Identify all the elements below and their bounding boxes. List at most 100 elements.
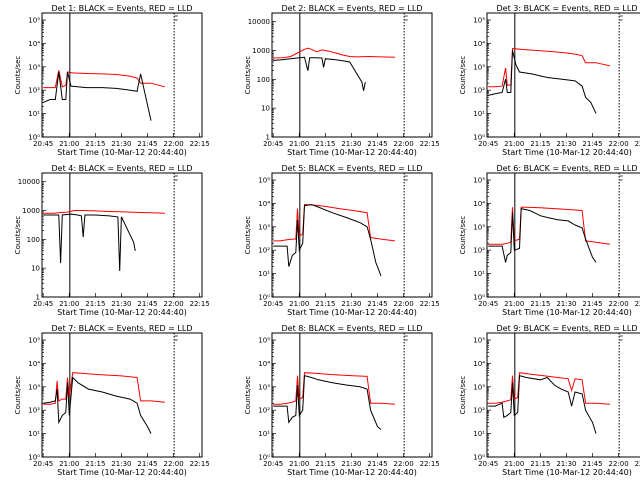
x-axis-label: Start Time (10-Mar-12 20:44:40) xyxy=(57,308,187,317)
x-tick-label: 20:45 xyxy=(33,300,53,308)
x-tick-label: 21:45 xyxy=(582,300,602,308)
x-tick-label: 21:45 xyxy=(367,140,387,148)
x-tick-label: 21:30 xyxy=(341,460,361,468)
x-tick-label: 21:45 xyxy=(137,460,157,468)
y-tick-label: 10² xyxy=(258,247,270,255)
x-tick-label: 20:45 xyxy=(478,460,498,468)
x-tick-label: 21:45 xyxy=(367,460,387,468)
y-tick-label: 10⁴ xyxy=(258,360,270,368)
y-tick-label: 10⁴ xyxy=(28,360,40,368)
x-tick-label: 21:00 xyxy=(504,300,524,308)
x-tick-label: 22:15 xyxy=(635,460,640,468)
y-tick-label: 10² xyxy=(473,247,485,255)
x-tick-label: 21:15 xyxy=(530,460,550,468)
series-lld-line xyxy=(43,210,165,214)
y-tick-label: 10¹ xyxy=(28,110,40,118)
y-axis-label: Counts/sec xyxy=(244,56,252,95)
series-lld-line xyxy=(488,372,610,405)
x-axis-label: Start Time (10-Mar-12 20:44:40) xyxy=(287,308,417,317)
y-axis-label: Counts/sec xyxy=(244,216,252,255)
y-tick-label: 10² xyxy=(28,407,40,415)
chart-title: Det 2: BLACK = Events, RED = LLD xyxy=(282,4,423,13)
y-tick-label: 10 xyxy=(31,265,40,273)
time-marker-flag xyxy=(174,15,178,21)
y-tick-label: 10⁴ xyxy=(258,200,270,208)
x-tick-label: 20:45 xyxy=(478,300,498,308)
y-tick-label: 10¹ xyxy=(28,430,40,438)
y-tick-label: 10¹ xyxy=(258,430,270,438)
x-tick-label: 22:00 xyxy=(609,300,629,308)
y-tick-label: 10³ xyxy=(258,383,270,391)
x-tick-label: 21:30 xyxy=(556,460,576,468)
x-tick-label: 21:15 xyxy=(530,140,550,148)
y-tick-label: 10¹ xyxy=(473,430,485,438)
y-tick-label: 100 xyxy=(27,236,40,244)
y-tick-label: 10⁰ xyxy=(473,454,485,462)
chart-title: Det 4: BLACK = Events, RED = LLD xyxy=(52,164,193,173)
x-tick-label: 22:15 xyxy=(635,300,640,308)
chart-title: Det 9: BLACK = Events, RED = LLD xyxy=(497,324,638,333)
x-tick-label: 22:00 xyxy=(609,460,629,468)
x-tick-label: 22:15 xyxy=(420,140,440,148)
chart-title: Det 7: BLACK = Events, RED = LLD xyxy=(52,324,193,333)
x-tick-label: 22:15 xyxy=(420,460,440,468)
y-tick-label: 10² xyxy=(473,407,485,415)
x-tick-label: 20:45 xyxy=(33,140,53,148)
y-tick-label: 10¹ xyxy=(473,270,485,278)
y-tick-label: 10000 xyxy=(248,18,270,26)
plot-frame xyxy=(271,12,433,138)
x-tick-label: 20:45 xyxy=(263,300,283,308)
x-tick-label: 22:15 xyxy=(190,460,210,468)
y-tick-label: 10⁰ xyxy=(258,294,270,302)
plot-frame xyxy=(486,172,640,298)
series-events-line xyxy=(488,50,597,114)
detector-chart-1: Det 1: BLACK = Events, RED = LLD 10⁰ 10¹ 10… xyxy=(14,4,210,157)
plot-frame xyxy=(271,332,433,458)
x-tick-label: 22:15 xyxy=(635,140,640,148)
x-tick-label: 22:00 xyxy=(164,460,184,468)
x-tick-label: 21:00 xyxy=(59,460,79,468)
y-tick-label: 10 xyxy=(261,105,270,113)
chart-title: Det 6: BLACK = Events, RED = LLD xyxy=(497,164,638,173)
time-marker-flag xyxy=(174,335,178,341)
x-tick-label: 20:45 xyxy=(33,460,53,468)
y-tick-label: 10⁴ xyxy=(28,40,40,48)
series-lld-line xyxy=(488,206,610,245)
x-tick-label: 21:45 xyxy=(137,300,157,308)
y-tick-label: 100 xyxy=(257,76,270,84)
x-tick-label: 21:45 xyxy=(137,140,157,148)
x-tick-label: 21:15 xyxy=(315,140,335,148)
x-tick-label: 21:30 xyxy=(111,300,131,308)
y-axis-label: Counts/sec xyxy=(459,376,467,415)
y-tick-label: 10⁰ xyxy=(258,454,270,462)
detector-chart-8: Det 8: BLACK = Events, RED = LLD 10⁰ 10¹ 10… xyxy=(244,324,440,477)
detector-chart-2: Det 2: BLACK = Events, RED = LLD 1 10 100 10… xyxy=(244,4,440,157)
x-tick-label: 21:15 xyxy=(315,300,335,308)
y-tick-label: 10⁰ xyxy=(473,134,485,142)
time-marker-flag xyxy=(174,175,178,181)
x-tick-label: 21:15 xyxy=(85,140,105,148)
y-tick-label: 1 xyxy=(266,134,270,142)
series-events-line xyxy=(273,203,382,277)
time-marker-flag xyxy=(619,335,623,341)
x-tick-label: 22:15 xyxy=(420,300,440,308)
detector-chart-7: Det 7: BLACK = Events, RED = LLD 10⁰ 10¹ 10… xyxy=(14,324,210,477)
x-tick-label: 21:30 xyxy=(341,140,361,148)
y-tick-label: 10⁴ xyxy=(473,200,485,208)
series-events-line xyxy=(488,207,597,263)
chart-title: Det 3: BLACK = Events, RED = LLD xyxy=(497,4,638,13)
x-tick-label: 21:45 xyxy=(367,300,387,308)
series-events-line xyxy=(43,71,152,121)
y-tick-label: 10⁵ xyxy=(473,177,485,185)
x-tick-label: 22:00 xyxy=(609,140,629,148)
plot-frame xyxy=(41,332,203,458)
y-tick-label: 10³ xyxy=(473,63,485,71)
x-tick-label: 21:15 xyxy=(85,460,105,468)
y-tick-label: 10³ xyxy=(28,383,40,391)
y-tick-label: 10⁵ xyxy=(473,337,485,345)
chart-title: Det 1: BLACK = Events, RED = LLD xyxy=(52,4,193,13)
y-tick-label: 10¹ xyxy=(258,270,270,278)
y-tick-label: 10⁰ xyxy=(28,454,40,462)
y-axis-label: Counts/sec xyxy=(244,376,252,415)
